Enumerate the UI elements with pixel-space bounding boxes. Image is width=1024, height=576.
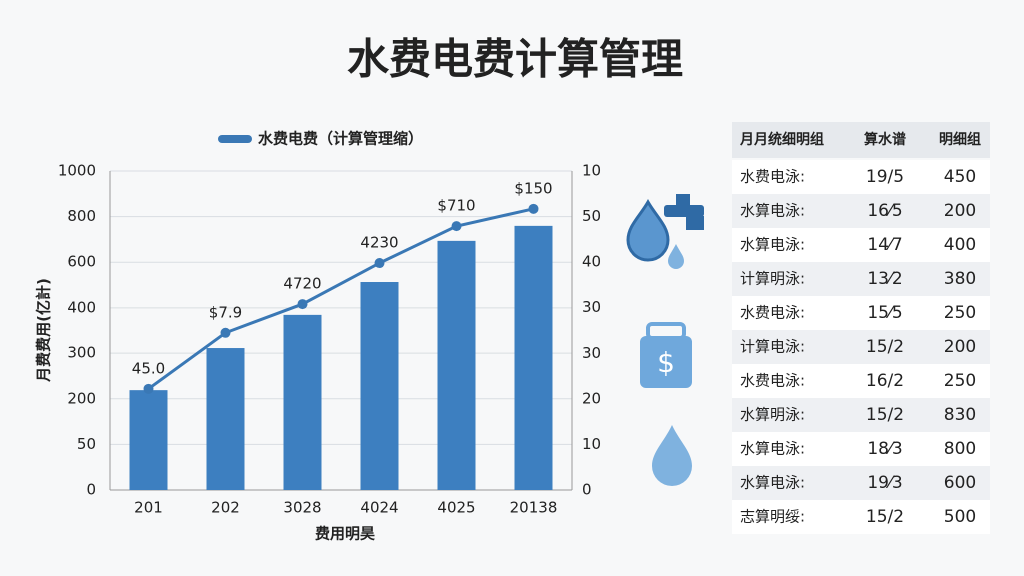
- water-tap-icon: [626, 194, 704, 269]
- legend-swatch: [218, 135, 252, 143]
- table-row-bg: [732, 160, 990, 194]
- annotation: 4230: [360, 234, 398, 252]
- line-point: [528, 203, 539, 214]
- x-tick-label: 4024: [360, 499, 398, 517]
- bar: [514, 225, 553, 491]
- y-tick-label: 600: [67, 253, 96, 271]
- table-cell: 水费电泳:: [740, 372, 805, 390]
- table-cell: 水算电泳:: [740, 474, 805, 492]
- table-cell: 380: [944, 269, 976, 289]
- table-cell: 计算明泳:: [740, 270, 805, 288]
- x-tick-label: 4025: [437, 499, 475, 517]
- svg-text:$: $: [657, 346, 675, 379]
- y-tick-label: 50: [77, 435, 96, 453]
- y2-tick-label: 10: [582, 162, 601, 180]
- y2-tick-label: 50: [582, 207, 601, 225]
- y2-tick-label: 30: [582, 298, 601, 316]
- table-cell: 13⁄2: [867, 269, 902, 289]
- table-cell: 200: [944, 337, 976, 357]
- y2-tick-label: 20: [582, 389, 601, 407]
- line-point: [220, 327, 231, 338]
- y-axis-label: 月费费用(亿計): [35, 278, 53, 383]
- table-cell: 800: [944, 439, 976, 459]
- title: 水费电费计算管理: [347, 35, 683, 84]
- legend-label: 水费电费（计算管理缩）: [258, 130, 423, 148]
- table-row-bg: [732, 432, 990, 466]
- table-cell: 16⁄5: [867, 201, 902, 221]
- table-cell: 14⁄7: [867, 235, 902, 255]
- table-row-bg: [732, 500, 990, 534]
- table-header-bg: [732, 122, 990, 158]
- table-cell: 15/2: [866, 337, 904, 357]
- table-row-bg: [732, 262, 990, 296]
- annotation: 4720: [283, 275, 321, 293]
- table-cell: 水算电泳:: [740, 202, 805, 220]
- y2-tick-label: 10: [582, 435, 601, 453]
- bar: [437, 240, 476, 490]
- table-cell: 250: [944, 371, 976, 391]
- y-tick-label: 800: [67, 207, 96, 225]
- bar: [360, 282, 399, 490]
- table-cell: 水费电泳:: [740, 304, 805, 322]
- table-cell: 250: [944, 303, 976, 323]
- line: [147, 207, 534, 391]
- table-cell: 16/2: [866, 371, 904, 391]
- table-cell: 志算明绥:: [740, 508, 805, 526]
- table-row-bg: [732, 194, 990, 228]
- y2-tick-label: 0: [582, 481, 592, 499]
- x-axis-label: 费用明昊: [315, 525, 375, 543]
- y-tick-label: 0: [86, 481, 96, 499]
- bar: [206, 348, 245, 490]
- x-tick-label: 202: [211, 499, 240, 517]
- table-header: 算水谱: [864, 131, 906, 148]
- drop-icon: [652, 425, 692, 486]
- annotation: 45.0: [132, 359, 165, 377]
- y-tick-label: 300: [67, 344, 96, 362]
- table-row-bg: [732, 466, 990, 500]
- table-cell: 200: [944, 201, 976, 221]
- table-cell: 19/5: [866, 167, 904, 187]
- line-point: [374, 258, 385, 269]
- table-cell: 400: [944, 235, 976, 255]
- y2-tick-label: 30: [582, 344, 601, 362]
- table-cell: 450: [944, 167, 976, 187]
- annotation: $150: [514, 179, 552, 197]
- table-cell: 水算电泳:: [740, 440, 805, 458]
- table-cell: 水算明泳:: [740, 406, 805, 424]
- annotation: $710: [437, 197, 475, 215]
- bar: [283, 314, 322, 490]
- table-cell: 15/2: [866, 507, 904, 527]
- table-header: 月月统细明组: [739, 131, 824, 148]
- table-header: 明细组: [939, 131, 981, 148]
- table-row-bg: [732, 364, 990, 398]
- table-cell: 830: [944, 405, 976, 425]
- bar: [129, 390, 168, 490]
- x-tick-label: 3028: [283, 499, 321, 517]
- x-tick-label: 20138: [510, 499, 558, 517]
- table-cell: 500: [944, 507, 976, 527]
- table-cell: 19⁄3: [867, 473, 902, 493]
- money-icon: $: [640, 322, 692, 388]
- y2-tick-label: 40: [582, 253, 601, 271]
- y-tick-label: 1000: [58, 162, 96, 180]
- line-point: [297, 299, 308, 310]
- line-point: [451, 221, 462, 232]
- table-cell: 15/2: [866, 405, 904, 425]
- annotation: $7.9: [209, 303, 242, 321]
- table-row-bg: [732, 398, 990, 432]
- line-point: [143, 383, 154, 394]
- y-tick-label: 200: [67, 389, 96, 407]
- table-cell: 15⁄5: [867, 303, 902, 323]
- table-cell: 600: [944, 473, 976, 493]
- table-cell: 计算电泳:: [740, 338, 805, 356]
- table-row-bg: [732, 296, 990, 330]
- table-cell: 18⁄3: [867, 439, 902, 459]
- y-tick-label: 400: [67, 298, 96, 316]
- table-row-bg: [732, 228, 990, 262]
- table-cell: 水算电泳:: [740, 236, 805, 254]
- table-cell: 水费电泳:: [740, 168, 805, 186]
- x-tick-label: 201: [134, 499, 163, 517]
- table-row-bg: [732, 330, 990, 364]
